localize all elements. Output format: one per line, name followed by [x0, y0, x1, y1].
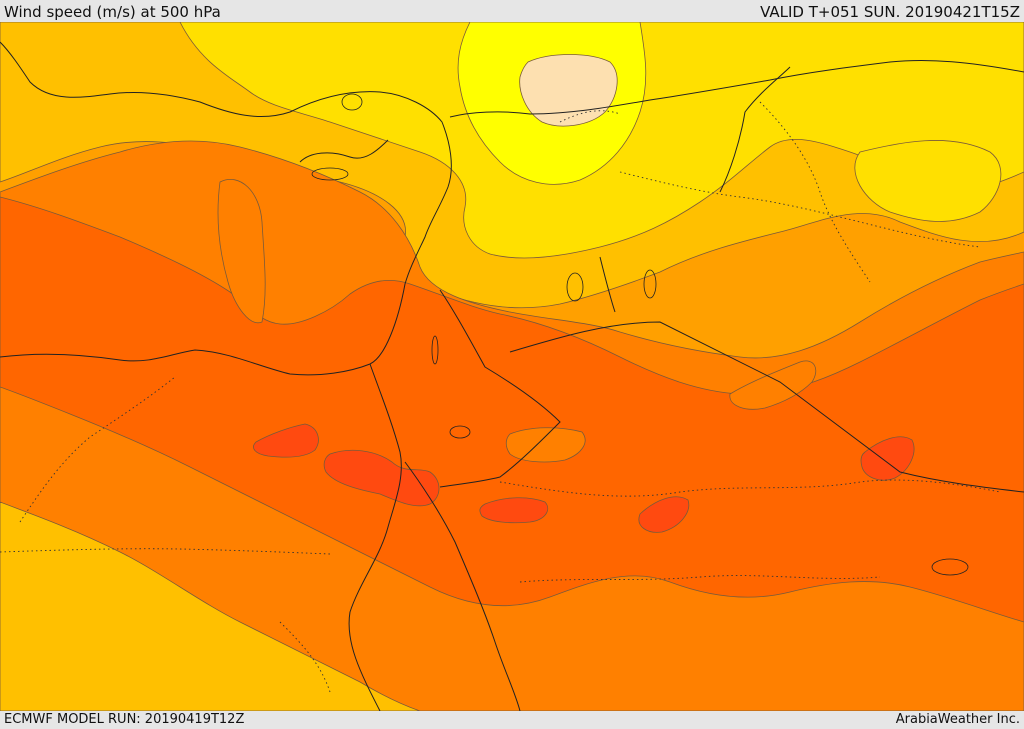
- band-orange-dark: [0, 196, 1024, 623]
- band-peach-core: [519, 54, 618, 127]
- band-yellow-east: [854, 140, 1002, 222]
- valid-time: VALID T+051 SUN. 20190421T15Z: [760, 3, 1020, 21]
- weather-map[interactable]: [0, 22, 1024, 711]
- cell-orange-3: [217, 179, 266, 324]
- wind-speed-field: [0, 22, 1024, 711]
- coastlines: [0, 41, 1024, 711]
- header-bar: Wind speed (m/s) at 500 hPa VALID T+051 …: [0, 0, 1024, 22]
- cell-red-orange-5: [860, 436, 915, 481]
- footer-bar: ECMWF MODEL RUN: 20190419T12Z ArabiaWeat…: [0, 711, 1024, 729]
- model-run-label: ECMWF MODEL RUN: 20190419T12Z: [4, 712, 245, 727]
- cell-red-orange-4: [638, 496, 690, 533]
- map-title: Wind speed (m/s) at 500 hPa: [4, 3, 221, 21]
- small-islands: [311, 93, 969, 576]
- cell-orange-2: [729, 360, 817, 410]
- cell-orange-1: [505, 427, 586, 463]
- cell-red-orange-3: [479, 497, 549, 524]
- dotted-boundaries: [0, 101, 1001, 693]
- cell-red-orange-2: [253, 423, 319, 458]
- band-gold-south: [0, 501, 421, 711]
- credit-label: ArabiaWeather Inc.: [895, 712, 1020, 727]
- cell-red-orange-1: [323, 449, 440, 507]
